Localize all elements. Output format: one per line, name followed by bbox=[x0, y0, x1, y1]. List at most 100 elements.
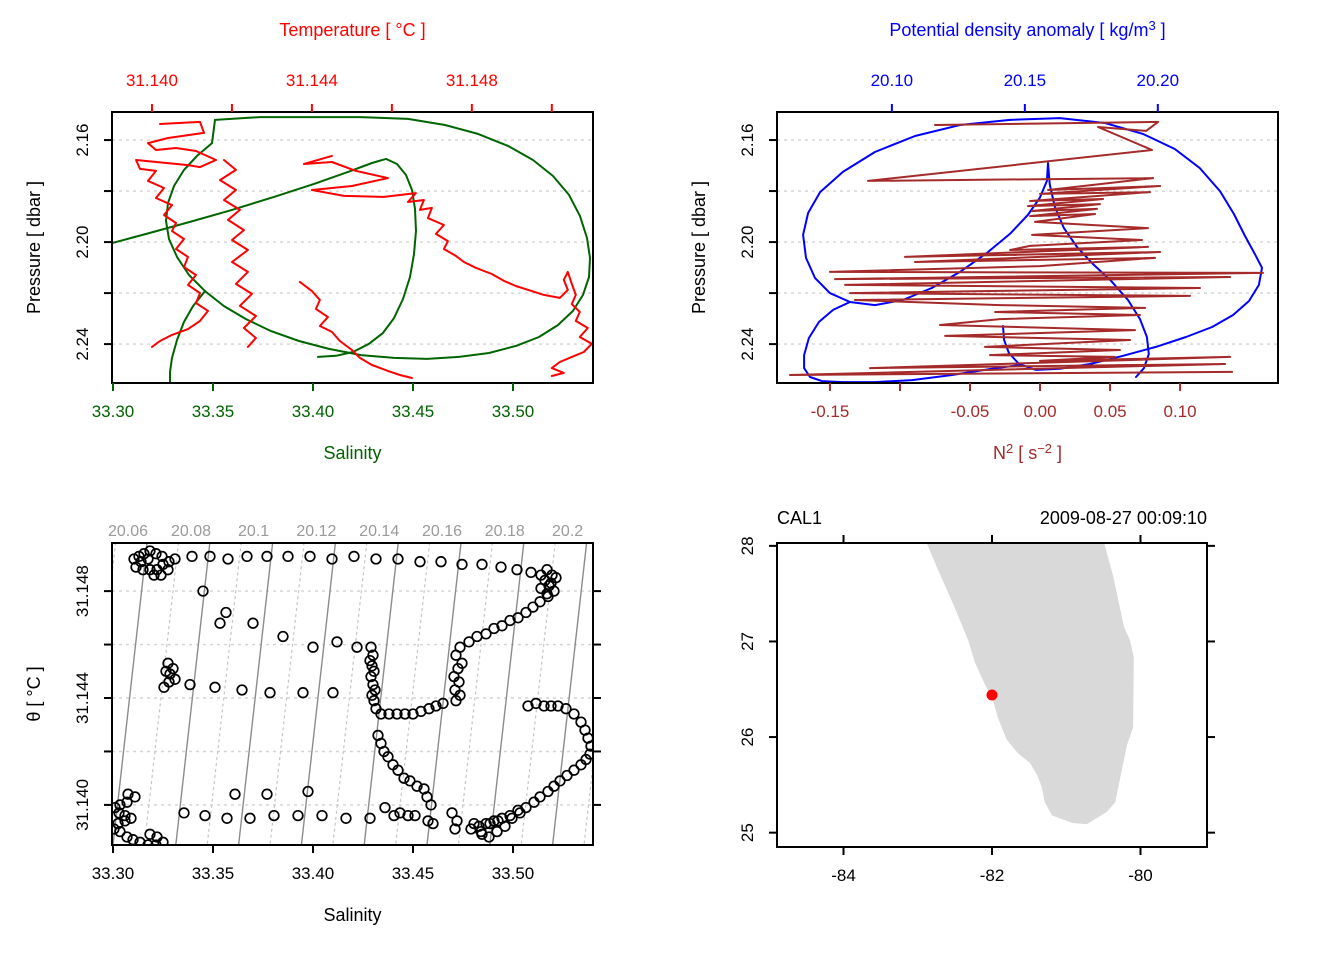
tick-label-top: 20.10 bbox=[871, 71, 914, 90]
ts-scatter bbox=[156, 550, 168, 563]
ts-scatter bbox=[415, 705, 427, 718]
ts-scatter bbox=[367, 649, 379, 661]
ts-scatter bbox=[214, 617, 226, 629]
ts-scatter bbox=[351, 641, 363, 653]
ts-scatter bbox=[316, 809, 328, 822]
tick-label-left: 25 bbox=[738, 823, 757, 842]
ts-scatter bbox=[178, 807, 190, 819]
ts-scatter bbox=[468, 817, 480, 830]
ts-scatter bbox=[402, 809, 414, 822]
temperature-line bbox=[298, 280, 413, 379]
ts-scatter bbox=[241, 550, 253, 563]
isopycnal-label: 20.1 bbox=[238, 523, 269, 540]
map-title-datetime: 2009-08-27 00:09:10 bbox=[1040, 508, 1207, 528]
ts-scatter bbox=[204, 550, 216, 563]
ts-scatter bbox=[522, 700, 534, 712]
tick-label-left: 2.16 bbox=[738, 124, 757, 157]
ts-scatter bbox=[307, 641, 319, 653]
ts-scatter bbox=[480, 817, 492, 830]
ts-scatter bbox=[391, 708, 403, 720]
ts-scatter bbox=[236, 684, 248, 696]
isopycnal-line bbox=[551, 543, 588, 845]
axis-title-top: Potential density anomaly [ kg/m3 ] bbox=[889, 18, 1165, 40]
ts-scatter bbox=[542, 590, 554, 603]
ts-scatter bbox=[450, 649, 462, 661]
isopycnal-line bbox=[300, 543, 337, 845]
ts-scatter bbox=[367, 678, 379, 691]
isopycnal-label: 20.12 bbox=[296, 523, 336, 540]
ts-scatter bbox=[220, 606, 232, 619]
tick-label-left: 2.20 bbox=[73, 226, 92, 259]
ts-scatter bbox=[129, 791, 141, 803]
ts-scatter bbox=[506, 812, 518, 824]
ts-scatter bbox=[530, 697, 542, 710]
ts-scatter bbox=[463, 636, 475, 648]
profile-temp-sal-box bbox=[111, 111, 594, 384]
isopycnal-line bbox=[363, 543, 399, 845]
ts-scatter bbox=[144, 545, 156, 557]
ts-scatter bbox=[244, 812, 256, 824]
ts-scatter bbox=[465, 823, 477, 835]
ts-scatter bbox=[142, 839, 154, 845]
ts-scatter bbox=[427, 817, 439, 830]
ts-scatter bbox=[511, 564, 523, 576]
ts-scatter bbox=[585, 740, 593, 752]
axis-title-bottom: N2 [ s−2 ] bbox=[993, 441, 1062, 463]
axis-title-left: Pressure [ dbar ] bbox=[689, 181, 709, 314]
ts-scatter bbox=[527, 601, 539, 613]
ts-scatter bbox=[435, 556, 447, 568]
ts-scatter bbox=[499, 820, 511, 832]
density-line bbox=[803, 301, 1022, 383]
tick-label-bottom: 33.45 bbox=[392, 864, 435, 883]
ts-scatter bbox=[302, 785, 314, 798]
ts-diagram-plot-area bbox=[112, 543, 593, 845]
ts-scatter bbox=[148, 569, 160, 581]
ts-scatter bbox=[119, 809, 131, 822]
ts-scatter bbox=[348, 550, 360, 563]
ts-scatter bbox=[122, 788, 134, 800]
temperature-line bbox=[135, 120, 217, 348]
tick-label-bottom: 33.50 bbox=[492, 864, 535, 883]
map-title-station: CAL1 bbox=[777, 508, 822, 528]
axis-title-bottom: Salinity bbox=[323, 443, 381, 463]
n2-line bbox=[789, 120, 1264, 376]
isopycnal-label: 20.16 bbox=[422, 523, 462, 540]
ts-scatter bbox=[184, 678, 196, 691]
ts-scatter bbox=[399, 708, 411, 720]
tick-label-left: 2.16 bbox=[73, 124, 92, 157]
ts-scatter bbox=[277, 630, 289, 643]
isopycnal-label: 20.2 bbox=[552, 523, 583, 540]
ts-scatter bbox=[304, 550, 316, 563]
ts-scatter bbox=[545, 700, 557, 712]
isopycnal-line bbox=[175, 543, 211, 845]
tick-label-top: 31.148 bbox=[446, 71, 498, 90]
isopycnal-minor-line bbox=[457, 543, 493, 845]
ts-scatter bbox=[125, 812, 137, 824]
ts-scatter bbox=[535, 582, 547, 595]
ts-scatter bbox=[150, 548, 162, 560]
ts-scatter bbox=[261, 788, 273, 800]
isopycnal-line bbox=[237, 543, 274, 845]
tick-label-bottom: 33.35 bbox=[192, 402, 235, 421]
ts-scatter bbox=[119, 815, 131, 827]
ts-scatter bbox=[247, 617, 259, 629]
station-map-plot-area bbox=[926, 543, 1134, 825]
ts-scatter bbox=[162, 564, 174, 576]
ts-scatter bbox=[222, 553, 234, 565]
ts-scatter bbox=[392, 764, 404, 776]
ts-scatter bbox=[407, 708, 419, 720]
ts-scatter bbox=[388, 809, 400, 822]
isopycnal-minor-line bbox=[395, 543, 431, 845]
ts-scatter bbox=[404, 775, 416, 787]
tick-label-left: 31.148 bbox=[73, 565, 92, 617]
ts-scatter bbox=[114, 825, 126, 838]
tick-label-left: 2.20 bbox=[738, 226, 757, 259]
ts-scatter bbox=[392, 553, 404, 565]
ts-scatter bbox=[144, 828, 156, 840]
ts-scatter bbox=[534, 791, 546, 803]
tick-label-bottom: -84 bbox=[831, 866, 856, 885]
tick-label-bottom: 33.30 bbox=[92, 864, 135, 883]
ts-scatter bbox=[488, 622, 500, 635]
ts-scatter bbox=[365, 641, 377, 653]
